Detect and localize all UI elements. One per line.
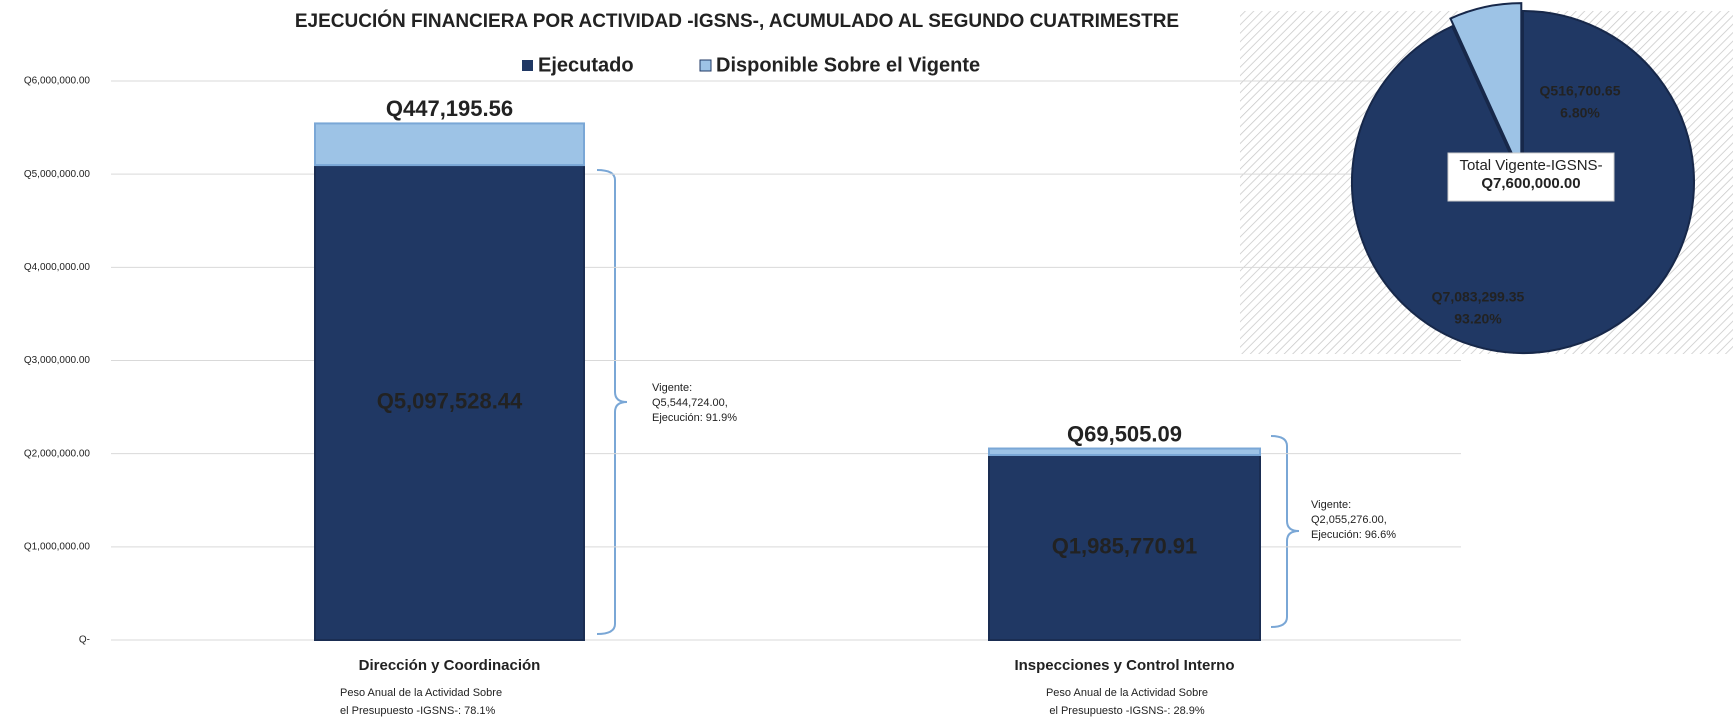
y-tick-label: Q1,000,000.00 (24, 541, 91, 552)
legend-swatch (522, 60, 533, 71)
pie-value-label: Q516,700.65 (1540, 83, 1621, 99)
value-label: Q69,505.09 (1067, 421, 1182, 446)
x-tick-label: Inspecciones y Control Interno (1014, 657, 1234, 674)
annotation: Ejecución: 91.9% (652, 412, 737, 424)
annotation: Q2,055,276.00, (1311, 514, 1387, 526)
y-tick-label: Q2,000,000.00 (24, 448, 91, 459)
category-note: el Presupuesto -IGSNS-: 28.9% (1049, 705, 1205, 717)
value-label: Q1,985,770.91 (1052, 533, 1198, 558)
bar (988, 453, 1261, 641)
annotation: Ejecución: 96.6% (1311, 529, 1396, 541)
legend-swatch (699, 59, 712, 72)
pie-percent-label: 6.80% (1560, 105, 1600, 121)
y-tick-label: Q4,000,000.00 (24, 262, 91, 273)
y-tick-label: Q5,000,000.00 (24, 169, 91, 180)
y-tick-label: Q6,000,000.00 (24, 76, 91, 87)
pie-value-label: Q7,083,299.35 (1432, 289, 1525, 305)
bracket (596, 169, 628, 635)
annotation: Vigente: (652, 382, 692, 394)
value-label: Q447,195.56 (386, 96, 513, 121)
x-tick-label: Dirección y Coordinación (359, 657, 541, 674)
center-label: Q7,600,000.00 (1481, 175, 1580, 192)
chart-title: EJECUCIÓN FINANCIERA POR ACTIVIDAD -IGSN… (295, 10, 1179, 32)
category-note: Peso Anual de la Actividad Sobre (1046, 687, 1208, 699)
legend-label: Ejecutado (538, 54, 634, 76)
category-note: el Presupuesto -IGSNS-: 78.1% (340, 705, 496, 717)
bracket (1270, 435, 1300, 628)
y-tick-label: Q- (79, 635, 90, 646)
bar (988, 447, 1261, 456)
pie-percent-label: 93.20% (1454, 311, 1502, 327)
bar (314, 122, 585, 167)
category-note: Peso Anual de la Actividad Sobre (340, 687, 502, 699)
annotation: Vigente: (1311, 499, 1351, 511)
center-label-box (1447, 152, 1615, 202)
center-label: Total Vigente-IGSNS- (1459, 157, 1602, 174)
value-label: Q5,097,528.44 (377, 388, 523, 413)
annotation: Q5,544,724.00, (652, 397, 728, 409)
legend-label: Disponible Sobre el Vigente (716, 54, 980, 76)
y-tick-label: Q3,000,000.00 (24, 355, 91, 366)
pie-slice (1449, 2, 1523, 175)
